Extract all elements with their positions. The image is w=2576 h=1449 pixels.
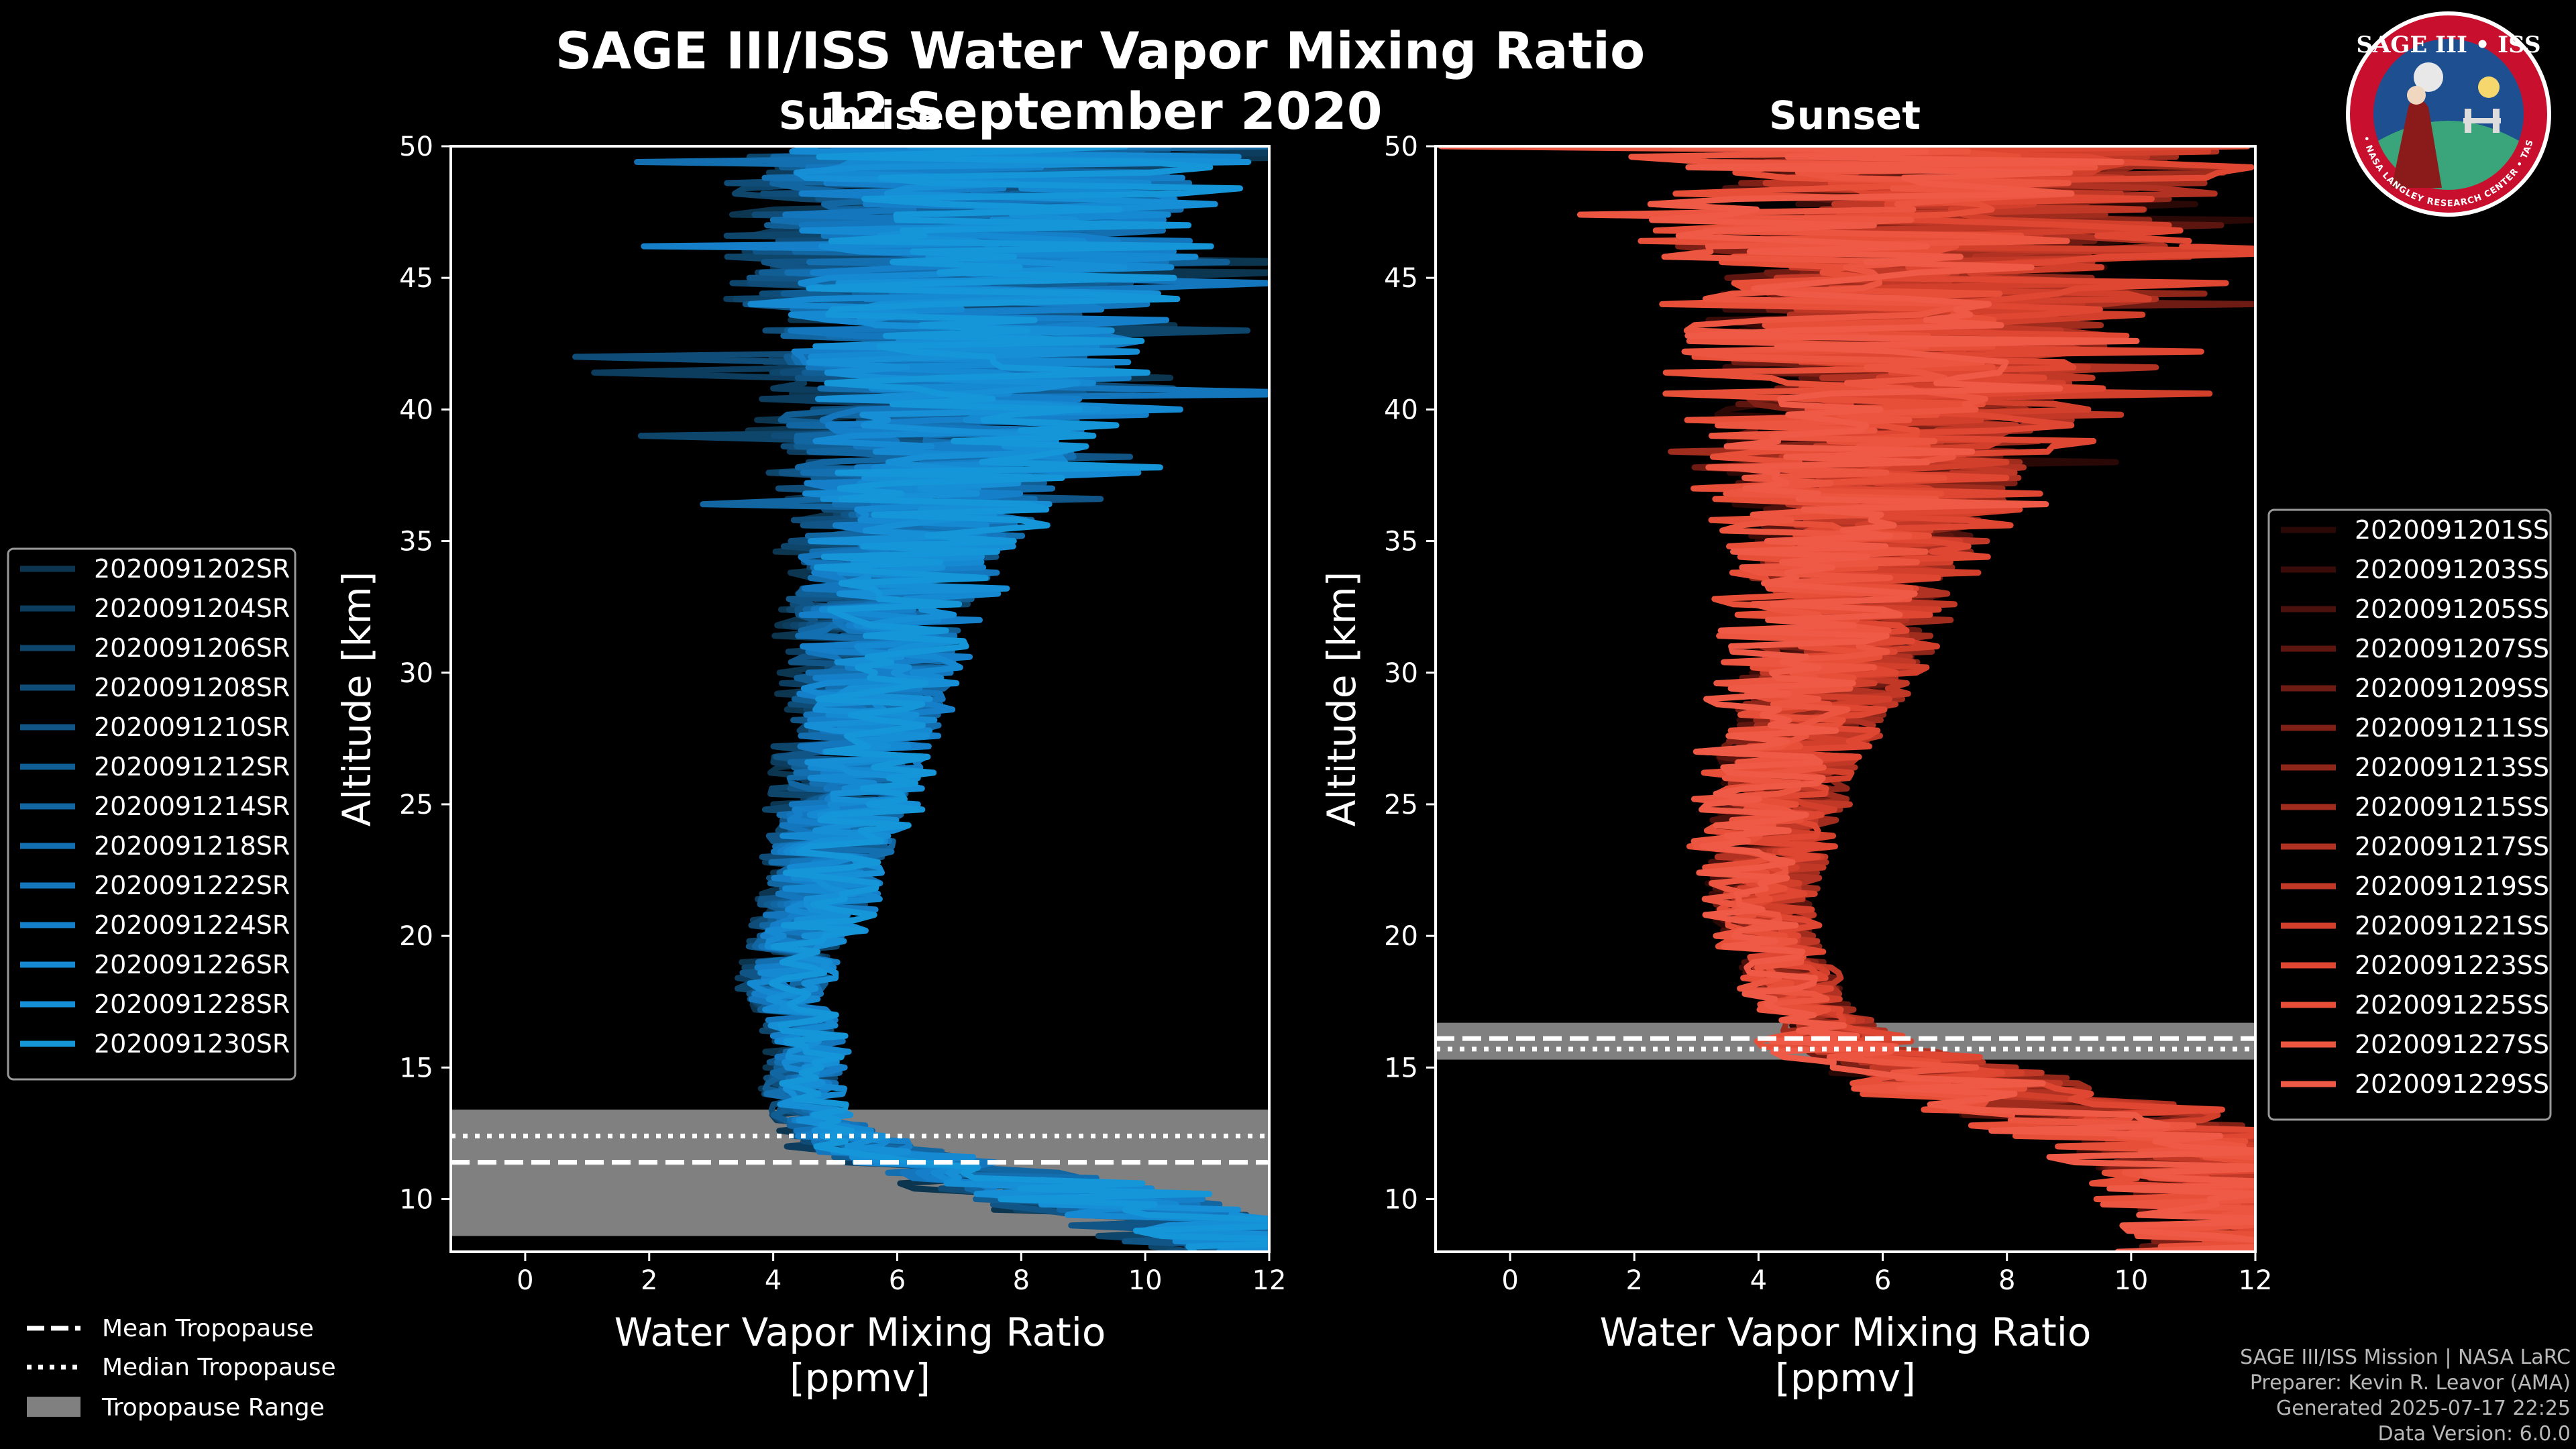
x-tick-label: 2 — [641, 1265, 657, 1296]
sunrise-panel: 0 2 4 6 8 10 12 10 15 20 25 30 35 40 45 50 Water Vapor M… — [334, 131, 1287, 1401]
mean-tropopause-label: Mean Tropopause — [102, 1315, 314, 1342]
x-tick-label: 12 — [2239, 1265, 2273, 1296]
sunset-label: Sunset — [1769, 93, 1921, 138]
legend-label-2020091219SS: 2020091219SS — [2355, 871, 2549, 901]
x-tick-label: 4 — [1750, 1265, 1767, 1296]
y-tick-label: 35 — [399, 527, 433, 557]
y-tick-label: 45 — [1384, 263, 1418, 294]
legend-label-2020091213SS: 2020091213SS — [2355, 753, 2549, 782]
x-tick-label: 10 — [1128, 1265, 1163, 1296]
x-tick-label: 6 — [889, 1265, 906, 1296]
legend-label-2020091221SS: 2020091221SS — [2355, 911, 2549, 941]
y-tick-label: 30 — [1384, 658, 1418, 689]
x-tick-label: 2 — [1626, 1265, 1643, 1296]
y-axis-label: Altitude [km] — [334, 572, 380, 826]
legend-label-2020091223SS: 2020091223SS — [2355, 951, 2549, 980]
legend-label-2020091218SR: 2020091218SR — [94, 831, 290, 861]
y-tick-label: 50 — [399, 131, 433, 162]
logo-title: SAGE III • ISS — [2356, 32, 2540, 58]
legend-label-2020091205SS: 2020091205SS — [2355, 594, 2549, 624]
x-tick-label: 8 — [1998, 1265, 2015, 1296]
plot-frame — [449, 145, 1271, 1253]
footer-mission: SAGE III/ISS Mission | NASA LaRC — [2240, 1346, 2571, 1369]
x-tick-label: 0 — [517, 1265, 533, 1296]
moon-icon — [2414, 62, 2443, 92]
footer-generated: Generated 2025-07-17 22:25 — [2275, 1397, 2571, 1420]
y-tick-label: 10 — [399, 1185, 433, 1216]
legend-label-2020091226SR: 2020091226SR — [94, 950, 290, 979]
footer-credits: SAGE III/ISS Mission | NASA LaRC Prepare… — [2240, 1345, 2571, 1447]
profile-line-2020091227SS — [1438, 146, 2255, 1252]
median-tropopause-label: Median Tropopause — [102, 1354, 336, 1381]
legend-label-2020091212SR: 2020091212SR — [94, 752, 290, 782]
legend-label-2020091204SR: 2020091204SR — [94, 594, 290, 623]
legend-label-2020091202SR: 2020091202SR — [94, 554, 290, 584]
legend-label-2020091201SS: 2020091201SS — [2355, 515, 2549, 545]
sage-iii-iss-logo: SAGE III • ISS BALL • NASA LANGLEY RESEA… — [2346, 11, 2551, 217]
sunset-panel: 0 2 4 6 8 10 12 10 15 20 25 30 35 40 45 50 Water Vapor M… — [1319, 131, 2273, 1401]
y-tick-label: 45 — [399, 263, 433, 294]
y-tick-label: 10 — [1384, 1185, 1418, 1216]
x-tick-label: 0 — [1501, 1265, 1518, 1296]
x-tick-label: 6 — [1874, 1265, 1891, 1296]
y-tick-label: 15 — [1384, 1053, 1418, 1083]
footer-preparer: Preparer: Kevin R. Leavor (AMA) — [2249, 1371, 2571, 1395]
legend-label-2020091210SR: 2020091210SR — [94, 712, 290, 742]
legend-label-2020091215SS: 2020091215SS — [2355, 792, 2549, 822]
x-axis-label: Water Vapor Mixing Ratio [ppmv] — [1600, 1309, 2092, 1401]
y-axis-label: Altitude [km] — [1319, 572, 1364, 826]
legend-label-2020091208SR: 2020091208SR — [94, 673, 290, 702]
y-tick-label: 20 — [1384, 921, 1418, 952]
iss-icon — [2463, 109, 2501, 133]
y-tick-label: 20 — [399, 921, 433, 952]
y-tick-label: 15 — [399, 1053, 433, 1083]
sunrise-label: Sunrise — [779, 93, 945, 138]
legend-label-2020091207SS: 2020091207SS — [2355, 634, 2549, 663]
sun-icon — [2478, 76, 2500, 98]
sunset-legend: 2020091201SS 2020091203SS 2020091205SS 2020… — [2267, 508, 2552, 1121]
figure-title: SAGE III/ISS Water Vapor Mixing Ratio — [555, 21, 1646, 80]
legend-label-2020091224SR: 2020091224SR — [94, 910, 290, 940]
legend-label-2020091211SS: 2020091211SS — [2355, 713, 2549, 743]
legend-label-2020091228SR: 2020091228SR — [94, 989, 290, 1019]
legend-label-2020091230SR: 2020091230SR — [94, 1029, 290, 1059]
legend-label-2020091227SS: 2020091227SS — [2355, 1030, 2549, 1059]
x-tick-label: 8 — [1013, 1265, 1030, 1296]
legend-box — [7, 547, 297, 1081]
profile-line-2020091229SS — [1647, 146, 2255, 1252]
y-tick-label: 25 — [399, 790, 433, 820]
tropopause-range-label: Tropopause Range — [101, 1394, 325, 1421]
y-tick-label: 35 — [1384, 527, 1418, 557]
x-tick-label: 4 — [765, 1265, 782, 1296]
legend-label-2020091225SS: 2020091225SS — [2355, 990, 2549, 1020]
profile-line-2020091230SR — [768, 146, 1269, 1252]
legend-label-2020091217SS: 2020091217SS — [2355, 832, 2549, 861]
legend-label-2020091203SS: 2020091203SS — [2355, 555, 2549, 584]
y-tick-label: 30 — [399, 658, 433, 689]
plot-frame — [1434, 145, 2257, 1253]
tropopause-range-swatch — [27, 1397, 80, 1417]
x-tick-label: 10 — [2114, 1265, 2148, 1296]
x-tick-label: 12 — [1252, 1265, 1287, 1296]
legend-box — [2267, 508, 2552, 1121]
profile-line-2020091212SR — [757, 146, 1269, 1252]
tropopause-legend: Mean Tropopause Median Tropopause Tropop… — [27, 1315, 336, 1421]
legend-label-2020091222SR: 2020091222SR — [94, 871, 290, 900]
legend-label-2020091214SR: 2020091214SR — [94, 792, 290, 821]
profile-line-2020091228SR — [765, 146, 1269, 1252]
legend-label-2020091206SR: 2020091206SR — [94, 633, 290, 663]
y-tick-label: 50 — [1384, 131, 1418, 162]
legend-label-2020091229SS: 2020091229SS — [2355, 1069, 2549, 1099]
figure-icon — [2392, 86, 2442, 188]
footer-version: Data Version: 6.0.0 — [2377, 1422, 2571, 1446]
sunrise-legend: 2020091202SR 2020091204SR 2020091206SR 2020… — [7, 547, 297, 1081]
y-tick-label: 25 — [1384, 790, 1418, 820]
y-tick-label: 40 — [1384, 394, 1418, 425]
figure-date: 12 September 2020 — [818, 81, 1382, 141]
legend-label-2020091209SS: 2020091209SS — [2355, 674, 2549, 703]
y-tick-label: 40 — [399, 394, 433, 425]
x-axis-label: Water Vapor Mixing Ratio [ppmv] — [614, 1309, 1106, 1401]
